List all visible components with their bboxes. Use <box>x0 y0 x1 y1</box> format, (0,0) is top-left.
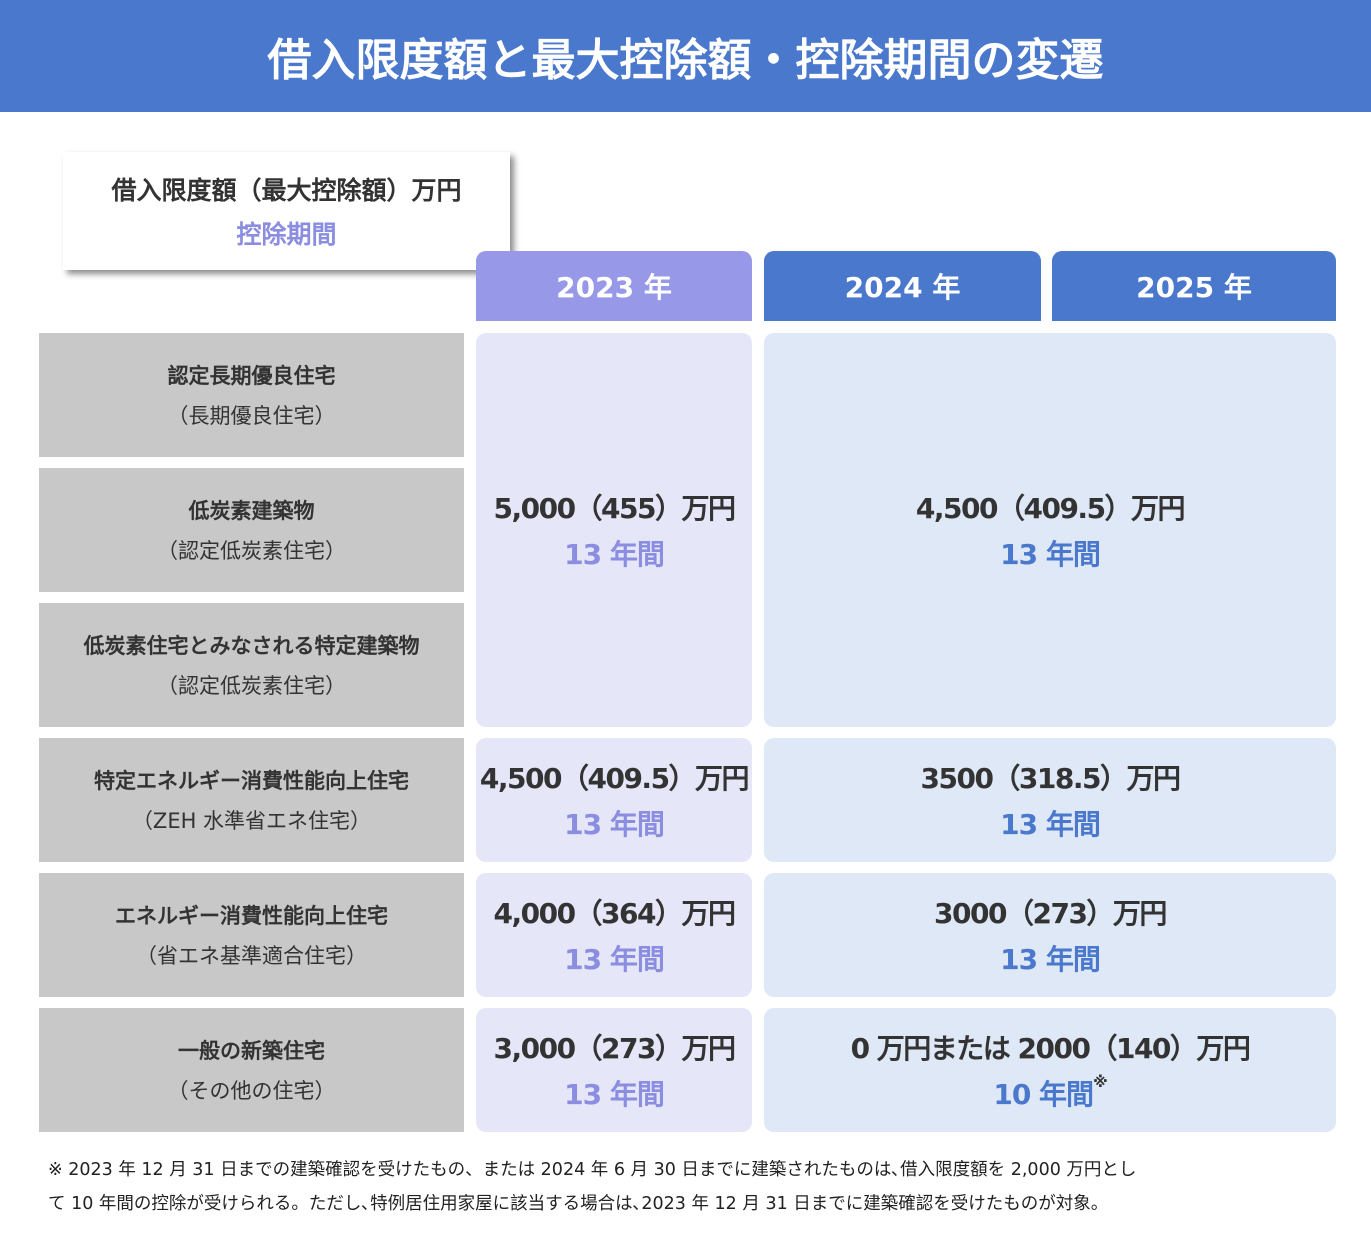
amount: 4,500（409.5）万円 <box>479 762 750 795</box>
row-label: 一般の新築住宅 （その他の住宅） <box>39 1008 464 1132</box>
row-note: （長期優良住宅） <box>167 404 336 428</box>
period-text: 13 年間 <box>564 943 665 976</box>
legend-period: 控除期間 <box>236 220 337 249</box>
value-cell: 3,000（273）万円 13 年間 <box>476 1008 752 1132</box>
value-cell: 4,000（364）万円 13 年間 <box>476 873 752 997</box>
row-note: （認定低炭素住宅） <box>157 674 346 698</box>
row-label: 特定エネルギー消費性能向上住宅 （ZEH 水準省エネ住宅） <box>39 738 464 862</box>
row-note: （認定低炭素住宅） <box>157 539 346 563</box>
period-text: 13 年間 <box>1000 538 1101 571</box>
period: 10 年間※ <box>993 1073 1108 1113</box>
amount: 5,000（455）万円 <box>493 492 736 525</box>
period: 13 年間 <box>564 803 665 843</box>
value-cell: 3500（318.5）万円 13 年間 <box>764 738 1336 862</box>
period-text: 10 年間 <box>993 1078 1094 1111</box>
amount: 3,000（273）万円 <box>493 1032 736 1065</box>
value-cell: 5,000（455）万円 13 年間 <box>476 333 752 727</box>
period-text: 13 年間 <box>1000 943 1101 976</box>
period-text: 13 年間 <box>564 1078 665 1111</box>
row-name: 一般の新築住宅 <box>178 1039 325 1063</box>
period-text: 13 年間 <box>564 538 665 571</box>
row-label: 低炭素住宅とみなされる特定建築物 （認定低炭素住宅） <box>39 603 464 727</box>
row-label: 低炭素建築物 （認定低炭素住宅） <box>39 468 464 592</box>
amount: 3500（318.5）万円 <box>920 762 1182 795</box>
row-note: （その他の住宅） <box>167 1079 336 1103</box>
row-label: 認定長期優良住宅 （長期優良住宅） <box>39 333 464 457</box>
row-name: 低炭素建築物 <box>188 499 315 523</box>
footnote: て 10 年間の控除が受けられる。ただし､特例居住用家屋に該当する場合は､202… <box>48 1194 1109 1214</box>
amount: 4,500（409.5）万円 <box>915 492 1186 525</box>
column-header: 2023 年 <box>476 251 752 321</box>
column-header: 2025 年 <box>1052 251 1336 321</box>
value-cell: 3000（273）万円 13 年間 <box>764 873 1336 997</box>
row-name: エネルギー消費性能向上住宅 <box>115 904 388 928</box>
period-text: 13 年間 <box>564 808 665 841</box>
period: 13 年間 <box>1000 533 1101 573</box>
page-title: 借入限度額と最大控除額・控除期間の変遷 <box>0 0 1371 112</box>
period: 13 年間 <box>1000 803 1101 843</box>
legend-amount: 借入限度額（最大控除額）万円 <box>111 176 462 205</box>
note-mark: ※ <box>1093 1073 1108 1091</box>
value-cell: 0 万円または 2000（140）万円 10 年間※ <box>764 1008 1336 1132</box>
value-cell: 4,500（409.5）万円 13 年間 <box>764 333 1336 727</box>
column-header: 2024 年 <box>764 251 1041 321</box>
period: 13 年間 <box>564 1073 665 1113</box>
footnote: ※ 2023 年 12 月 31 日までの建築確認を受けたもの、または 2024… <box>48 1160 1137 1180</box>
period: 13 年間 <box>1000 938 1101 978</box>
row-label: エネルギー消費性能向上住宅 （省エネ基準適合住宅） <box>39 873 464 997</box>
amount: 3000（273）万円 <box>934 897 1167 930</box>
period: 13 年間 <box>564 938 665 978</box>
period-text: 13 年間 <box>1000 808 1101 841</box>
row-name: 低炭素住宅とみなされる特定建築物 <box>83 634 420 658</box>
legend: 借入限度額（最大控除額）万円 控除期間 <box>63 152 510 270</box>
period: 13 年間 <box>564 533 665 573</box>
row-name: 特定エネルギー消費性能向上住宅 <box>94 769 409 793</box>
row-note: （省エネ基準適合住宅） <box>136 944 367 968</box>
amount: 4,000（364）万円 <box>493 897 736 930</box>
amount: 0 万円または 2000（140）万円 <box>850 1032 1251 1065</box>
value-cell: 4,500（409.5）万円 13 年間 <box>476 738 752 862</box>
row-note: （ZEH 水準省エネ住宅） <box>131 809 372 833</box>
row-name: 認定長期優良住宅 <box>167 364 336 388</box>
